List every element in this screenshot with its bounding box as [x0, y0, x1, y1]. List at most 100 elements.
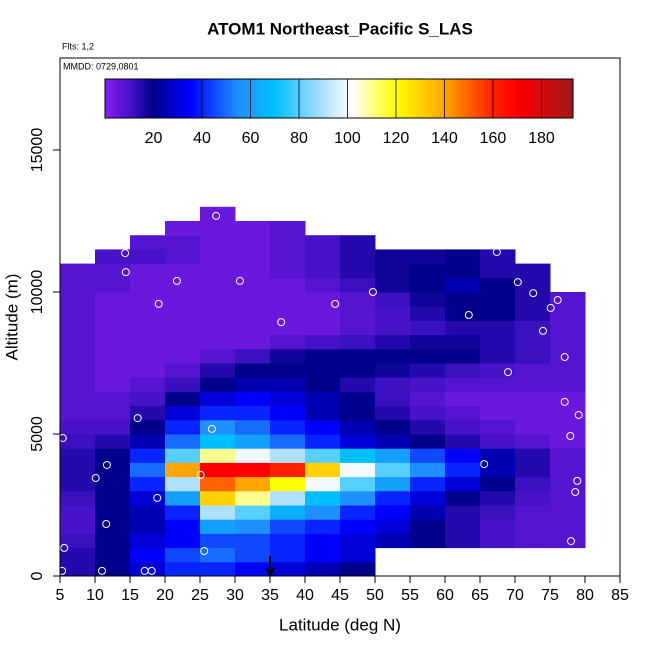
- heatmap-cell: [95, 505, 131, 520]
- heatmap-cell: [445, 405, 481, 421]
- colorbar-swatch: [547, 79, 551, 118]
- heatmap-cell: [270, 235, 306, 250]
- heatmap-cell: [340, 235, 376, 250]
- heatmap-cell: [130, 391, 166, 407]
- heatmap-cell: [375, 263, 411, 279]
- heatmap-cell: [200, 277, 236, 293]
- colorbar-swatch: [387, 79, 391, 118]
- heatmap-cell: [480, 348, 516, 364]
- heatmap-cell: [165, 320, 201, 336]
- heatmap-cell: [410, 334, 446, 350]
- heatmap-cell: [375, 490, 411, 506]
- heatmap-cell: [165, 405, 201, 421]
- heatmap-cell: [130, 547, 166, 563]
- heatmap-cell: [165, 363, 201, 378]
- heatmap-cell: [95, 476, 131, 492]
- heatmap-cell: [165, 434, 201, 449]
- colorbar-tick-label: 180: [528, 130, 555, 147]
- heatmap-cell: [515, 334, 551, 350]
- colorbar-swatch: [434, 79, 437, 118]
- colorbar-swatch: [233, 79, 237, 118]
- heatmap-cell: [235, 405, 271, 421]
- heatmap-cell: [95, 320, 131, 336]
- heatmap-cell: [95, 277, 131, 293]
- heatmap-cell: [95, 377, 131, 392]
- colorbar-tick-label: 60: [242, 130, 260, 147]
- y-tick-label: 0: [29, 571, 46, 580]
- heatmap-cell: [480, 419, 516, 435]
- heatmap-cell: [515, 505, 551, 520]
- colorbar-swatch: [140, 79, 143, 118]
- x-tick-label: 30: [226, 587, 244, 604]
- heatmap-cell: [60, 363, 96, 378]
- heatmap-cell: [200, 561, 236, 577]
- heatmap-cell: [410, 320, 446, 336]
- heatmap-cell: [480, 405, 516, 421]
- heatmap-cell: [375, 462, 411, 478]
- colorbar-swatch: [303, 79, 307, 118]
- heatmap-cell: [200, 547, 236, 563]
- heatmap-cell: [165, 476, 201, 492]
- heatmap-cell: [480, 462, 516, 478]
- heatmap-cell: [270, 263, 306, 279]
- heatmap-cell: [550, 377, 586, 392]
- colorbar-swatch: [485, 79, 488, 118]
- colorbar-swatch: [557, 79, 560, 118]
- colorbar-swatch: [305, 79, 309, 118]
- heatmap-cell: [305, 235, 341, 250]
- heatmap-cell: [340, 391, 376, 407]
- colorbar-swatch: [112, 79, 116, 118]
- heatmap-cell: [235, 277, 271, 293]
- colorbar-swatch: [344, 79, 348, 118]
- sample-point: [513, 278, 522, 287]
- heatmap-cell: [375, 434, 411, 449]
- colorbar-swatch: [124, 79, 127, 118]
- heatmap-cell: [270, 221, 306, 236]
- heatmap-cell: [305, 263, 341, 279]
- heatmap-cell: [480, 377, 516, 392]
- sample-point: [464, 311, 473, 320]
- heatmap-cell: [130, 334, 166, 350]
- colorbar-swatch: [247, 79, 250, 118]
- colorbar-swatch: [346, 79, 350, 118]
- heatmap-cell: [480, 448, 516, 463]
- colorbar-swatch: [350, 79, 354, 118]
- heatmap-cell: [60, 505, 96, 520]
- colorbar-tick-label: 100: [334, 130, 361, 147]
- heatmap-cell: [305, 334, 341, 350]
- heatmap-cell: [480, 533, 516, 549]
- heatmap-cell: [340, 249, 376, 265]
- heatmap-cell: [95, 306, 131, 321]
- colorbar-swatch: [420, 79, 424, 118]
- colorbar-swatch: [370, 79, 373, 118]
- heatmap-cell: [515, 263, 551, 279]
- colorbar-swatch: [262, 79, 266, 118]
- heatmap-cell: [270, 320, 306, 336]
- heatmap-cell: [445, 263, 481, 279]
- colorbar-swatch: [144, 79, 147, 118]
- colorbar-swatch: [194, 79, 198, 118]
- colorbar-swatch: [524, 79, 527, 118]
- heatmap-cell: [270, 377, 306, 392]
- colorbar-swatch: [535, 79, 539, 118]
- colorbar-swatch: [278, 79, 281, 118]
- colorbar-swatch: [220, 79, 223, 118]
- colorbar-swatch: [292, 79, 295, 118]
- heatmap-cell: [445, 249, 481, 265]
- colorbar-swatch: [286, 79, 289, 118]
- colorbar-swatch: [157, 79, 161, 118]
- heatmap-cell: [200, 334, 236, 350]
- heatmap-cell: [235, 490, 271, 506]
- heatmap-cell: [445, 419, 481, 435]
- heatmap-cell: [445, 320, 481, 336]
- heatmap-cell: [200, 434, 236, 449]
- sample-point: [121, 249, 130, 258]
- heatmap-cell: [60, 462, 96, 478]
- x-tick-label: 50: [366, 587, 384, 604]
- heatmap-cell: [550, 462, 586, 478]
- x-axis-label: Latitude (deg N): [279, 615, 401, 634]
- colorbar-swatch: [105, 79, 108, 118]
- heatmap-cell: [60, 306, 96, 321]
- heatmap-cell: [375, 292, 411, 307]
